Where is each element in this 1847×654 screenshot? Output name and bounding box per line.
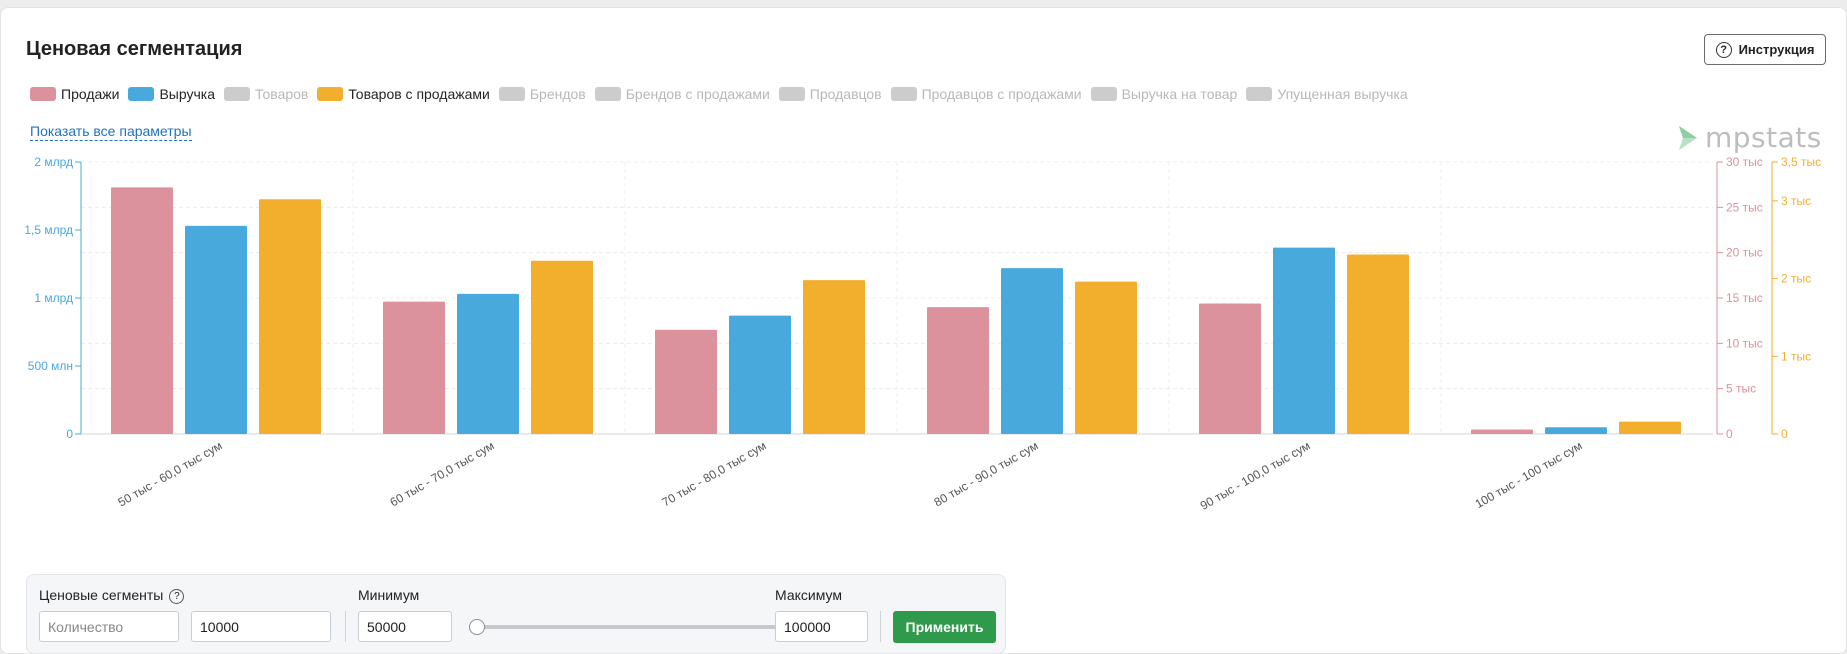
legend-item[interactable]: Продавцов с продажами <box>890 86 1082 102</box>
legend-item[interactable]: Товаров <box>224 86 308 102</box>
show-all-params-link[interactable]: Показать все параметры <box>30 123 192 141</box>
legend-item[interactable]: Упущенная выручка <box>1246 86 1408 102</box>
bar-items-with-sales <box>1075 281 1137 434</box>
price-segment-chart: 0 500 млн 1 млрд 1,5 млрд 2 млрд 0 5 тыс 10 тыс… <box>24 155 1821 513</box>
legend-label: Выручка <box>159 86 216 102</box>
right-outer-axis-tick-label: 3 тыс <box>1781 194 1811 208</box>
legend-item[interactable]: Продажи <box>30 86 119 102</box>
right-inner-axis-tick-label: 0 <box>1726 427 1733 441</box>
bar-sales <box>111 187 173 434</box>
min-input[interactable] <box>358 611 452 642</box>
price-range-slider[interactable] <box>469 619 779 635</box>
legend-swatch <box>890 87 917 101</box>
bar-revenue <box>1545 427 1607 434</box>
legend-swatch <box>498 87 525 101</box>
legend-item[interactable]: Выручка <box>128 86 215 102</box>
right-inner-axis-tick-label: 15 тыс <box>1726 291 1763 305</box>
bar-sales <box>383 301 445 434</box>
right-outer-axis-tick-label: 1 тыс <box>1781 349 1811 363</box>
instruction-button-label: Инструкция <box>1738 42 1815 57</box>
bar-revenue <box>457 293 519 434</box>
x-axis-tick-label: 50 тыс - 60,0 тыс сум <box>116 438 225 509</box>
x-axis-tick-label: 100 тыс - 100 тыс сум <box>1473 438 1585 511</box>
page-title: Ценовая сегментация <box>26 38 243 60</box>
x-axis-tick-label: 80 тыс - 90,0 тыс сум <box>932 438 1041 509</box>
logo-text: mpstats <box>1705 121 1822 154</box>
logo-play-icon <box>1679 125 1697 150</box>
legend-swatch <box>1246 87 1273 101</box>
right-inner-axis-tick-label: 20 тыс <box>1726 246 1763 260</box>
left-axis-tick-label: 1 млрд <box>34 291 73 305</box>
legend-swatch <box>224 87 251 101</box>
legend-swatch <box>594 87 621 101</box>
bar-items-with-sales <box>259 199 321 434</box>
bar-sales <box>1471 429 1533 434</box>
left-axis-tick-label: 0 <box>66 427 73 441</box>
slider-handle[interactable] <box>469 619 485 635</box>
bar-items-with-sales <box>803 280 865 434</box>
bar-revenue <box>185 225 247 434</box>
bar-items-with-sales <box>1619 421 1681 434</box>
legend-label: Продавцов <box>809 86 882 102</box>
bar-revenue <box>729 315 791 434</box>
right-inner-axis-tick-label: 30 тыс <box>1726 155 1763 169</box>
bar-revenue <box>1273 247 1335 434</box>
apply-button[interactable]: Применить <box>893 611 996 643</box>
legend-swatch <box>778 87 805 101</box>
segment-controls: Ценовые сегменты? Минимум Максимум Приме… <box>26 574 1006 654</box>
left-axis-tick-label: 500 млн <box>28 359 73 373</box>
bar-sales <box>1199 303 1261 434</box>
segments-label: Ценовые сегменты? <box>39 587 185 604</box>
mpstats-logo: mpstats <box>1677 121 1822 154</box>
legend-swatch <box>30 87 56 101</box>
right-inner-axis-tick-label: 10 тыс <box>1726 336 1763 350</box>
x-axis-tick-label: 70 тыс - 80,0 тыс сум <box>660 438 769 509</box>
help-icon[interactable]: ? <box>169 588 185 604</box>
bar-sales <box>655 329 717 434</box>
right-outer-axis-tick-label: 3,5 тыс <box>1781 155 1821 169</box>
legend-item[interactable]: Товаров с продажами <box>317 86 490 102</box>
legend-item[interactable]: Выручка на товар <box>1090 86 1238 102</box>
segment-count-input[interactable] <box>39 611 179 642</box>
segment-step-input[interactable] <box>191 611 331 642</box>
price-segmentation-card: Ценовая сегментация ? Инструкция Продажи… <box>0 7 1847 654</box>
divider <box>880 611 881 642</box>
min-label: Минимум <box>358 587 420 603</box>
legend-item[interactable]: Брендов с продажами <box>594 86 770 102</box>
right-inner-axis-tick-label: 25 тыс <box>1726 200 1763 214</box>
right-outer-axis-tick-label: 2 тыс <box>1781 272 1811 286</box>
max-input[interactable] <box>775 611 868 642</box>
instruction-button[interactable]: ? Инструкция <box>1704 34 1826 65</box>
legend-label: Товаров с продажами <box>348 86 490 102</box>
chart-legend: Продажи Выручка Товаров Товаров с продажами… <box>30 86 1417 102</box>
legend-item[interactable]: Брендов <box>498 86 586 102</box>
legend-label: Товаров <box>255 86 309 102</box>
legend-swatch <box>1090 87 1117 101</box>
legend-swatch <box>317 87 344 101</box>
left-axis-tick-label: 1,5 млрд <box>24 223 73 237</box>
legend-label: Продажи <box>61 86 120 102</box>
bar-revenue <box>1001 268 1063 434</box>
divider <box>345 611 346 642</box>
right-inner-axis-tick-label: 5 тыс <box>1726 382 1756 396</box>
legend-item[interactable]: Продавцов <box>778 86 882 102</box>
max-label: Максимум <box>775 587 842 603</box>
x-axis-tick-label: 90 тыс - 100,0 тыс сум <box>1198 438 1313 512</box>
legend-label: Продавцов с продажами <box>921 86 1082 102</box>
bar-items-with-sales <box>1347 254 1409 434</box>
question-icon: ? <box>1715 41 1732 58</box>
left-axis-tick-label: 2 млрд <box>34 155 73 169</box>
x-axis-tick-label: 60 тыс - 70,0 тыс сум <box>388 438 497 509</box>
legend-label: Брендов <box>529 86 586 102</box>
right-outer-axis-tick-label: 0 <box>1781 427 1788 441</box>
legend-label: Выручка на товар <box>1121 86 1238 102</box>
segments-label-text: Ценовые сегменты <box>39 587 164 603</box>
bar-items-with-sales <box>531 260 593 434</box>
bar-sales <box>927 307 989 434</box>
legend-label: Брендов с продажами <box>625 86 770 102</box>
legend-swatch <box>128 87 155 101</box>
legend-label: Упущенная выручка <box>1277 86 1408 102</box>
